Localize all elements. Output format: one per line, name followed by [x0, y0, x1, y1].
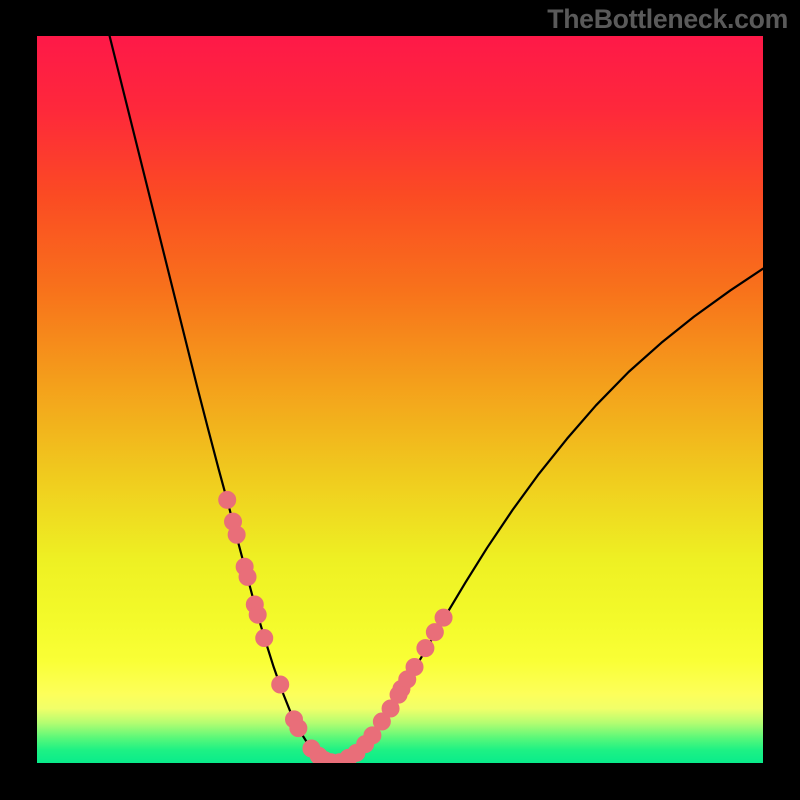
- chart-container: TheBottleneck.com: [0, 0, 800, 800]
- marker-point: [228, 526, 245, 543]
- marker-point: [239, 568, 256, 585]
- marker-point: [435, 609, 452, 626]
- marker-point: [426, 624, 443, 641]
- chart-overlay: [37, 36, 763, 763]
- marker-point: [256, 629, 273, 646]
- marker-point: [272, 676, 289, 693]
- markers-group: [219, 491, 452, 763]
- marker-point: [249, 606, 266, 623]
- plot-area: [37, 36, 763, 763]
- marker-point: [406, 659, 423, 676]
- bottleneck-curve: [110, 36, 763, 763]
- watermark-text: TheBottleneck.com: [547, 4, 788, 35]
- marker-point: [290, 720, 307, 737]
- marker-point: [417, 640, 434, 657]
- marker-point: [219, 491, 236, 508]
